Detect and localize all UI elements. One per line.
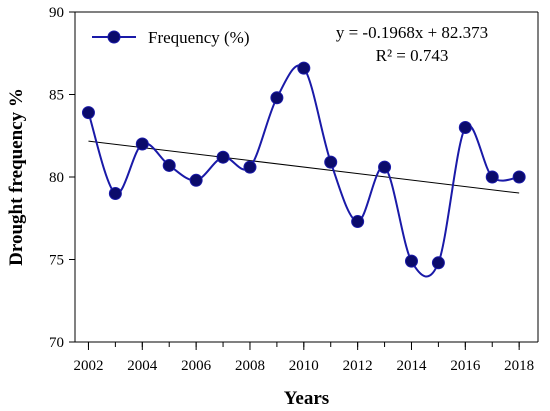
data-point-2008 bbox=[243, 160, 257, 174]
x-tick-label: 2006 bbox=[181, 358, 212, 374]
trendline bbox=[88, 140, 520, 194]
data-point-2016 bbox=[458, 121, 472, 134]
y-tick-label: 80 bbox=[49, 170, 64, 186]
data-point-2010 bbox=[297, 61, 311, 75]
legend-label: Frequency (%) bbox=[148, 28, 250, 47]
data-point-2014 bbox=[404, 254, 418, 268]
data-point-2015 bbox=[431, 256, 445, 270]
x-tick-label: 2018 bbox=[504, 358, 534, 374]
data-point-2003 bbox=[108, 187, 122, 200]
y-tick-label: 70 bbox=[49, 335, 64, 351]
data-point-2013 bbox=[378, 160, 392, 174]
data-point-2012 bbox=[351, 215, 365, 229]
series-points bbox=[81, 61, 526, 270]
y-tick-label: 90 bbox=[49, 5, 64, 21]
data-point-2017 bbox=[485, 170, 499, 184]
trendline-equation: y = -0.1968x + 82.373 bbox=[336, 23, 488, 42]
x-axis-title: Years bbox=[284, 388, 329, 409]
y-axis-ticks: 70 75 80 85 90 bbox=[49, 5, 75, 351]
data-point-2005 bbox=[162, 158, 176, 172]
x-tick-label: 2016 bbox=[450, 358, 481, 374]
data-point-2009 bbox=[270, 91, 284, 105]
x-tick-label: 2008 bbox=[235, 358, 265, 374]
y-tick-label: 75 bbox=[49, 253, 64, 269]
x-tick-label: 2014 bbox=[396, 358, 427, 374]
y-tick-label: 85 bbox=[49, 88, 64, 104]
series-line-frequency bbox=[87, 64, 520, 278]
data-point-2007 bbox=[216, 150, 230, 164]
data-point-2004 bbox=[135, 137, 149, 151]
data-point-2002 bbox=[81, 106, 95, 120]
x-tick-label: 2010 bbox=[289, 358, 319, 374]
x-axis-ticks: 2002 2004 2006 2008 2010 2012 2014 2016 2018 bbox=[73, 342, 534, 374]
y-axis-title: Drought frequency % bbox=[6, 88, 27, 266]
x-tick-label: 2012 bbox=[343, 358, 373, 374]
legend-marker-swatch bbox=[107, 30, 121, 44]
trendline-r-squared: R² = 0.743 bbox=[376, 46, 449, 65]
data-point-2011 bbox=[324, 155, 338, 169]
x-tick-label: 2004 bbox=[127, 358, 158, 374]
plot-frame bbox=[74, 11, 539, 343]
x-tick-label: 2002 bbox=[73, 358, 103, 374]
data-point-2006 bbox=[189, 173, 203, 187]
data-point-2018 bbox=[512, 170, 526, 184]
legend: Frequency (%) bbox=[92, 28, 250, 47]
